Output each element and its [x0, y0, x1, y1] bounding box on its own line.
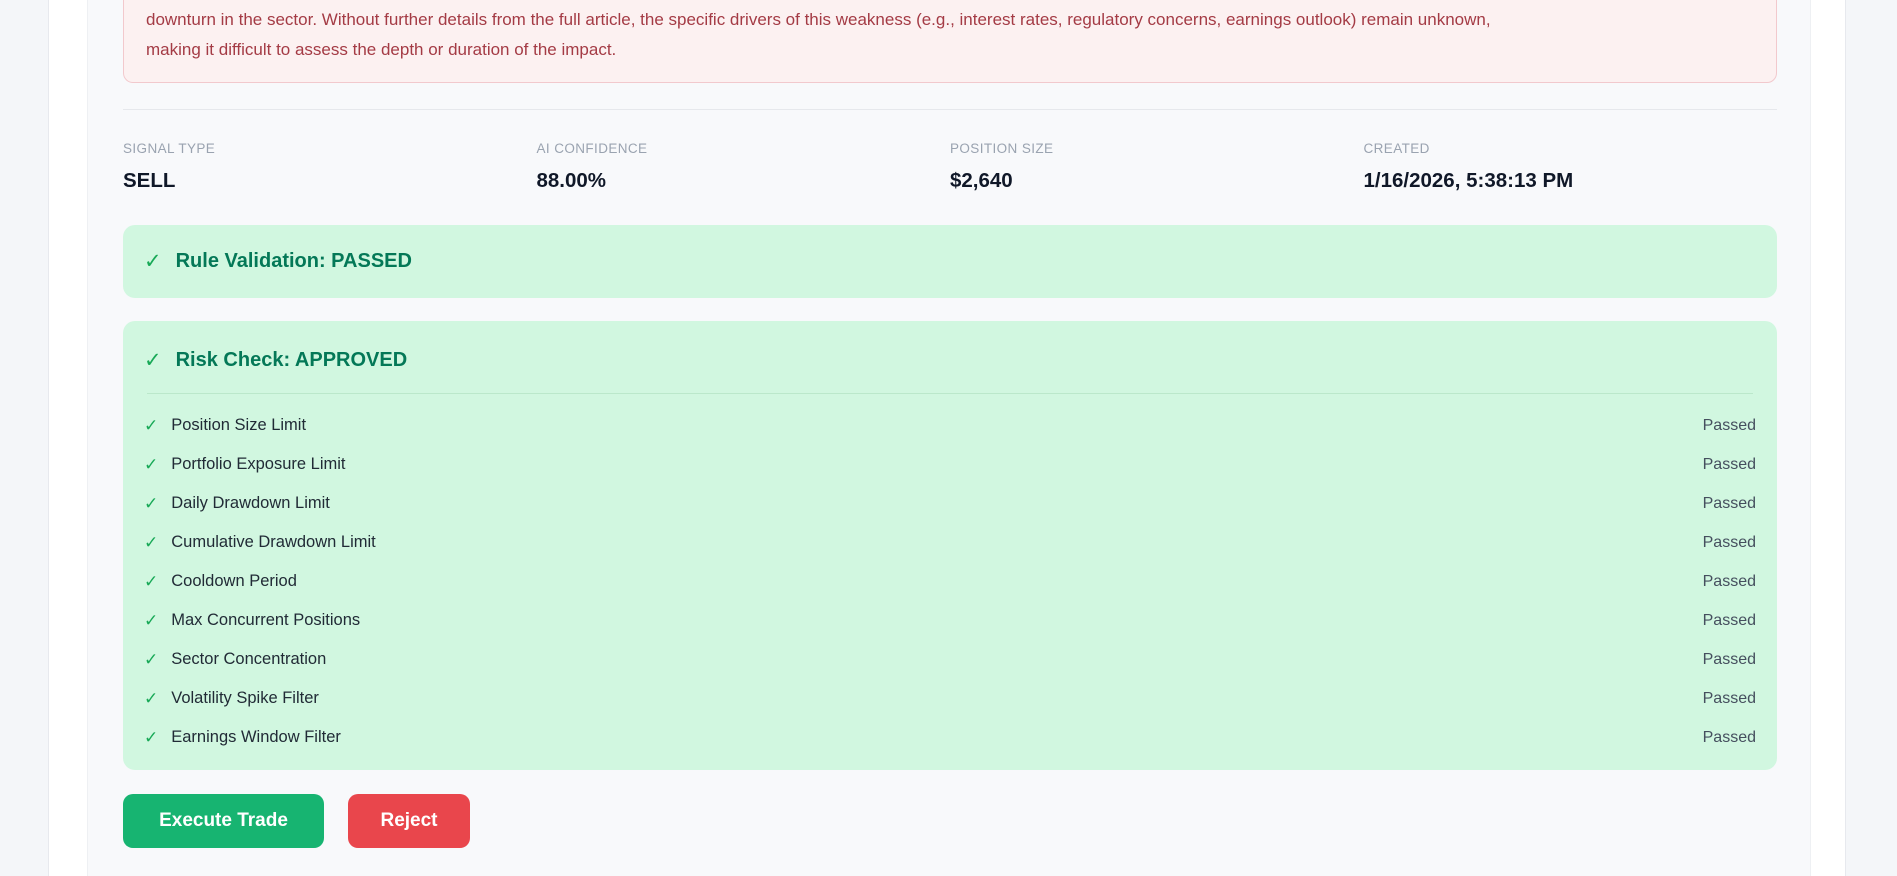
risk-item-name: Portfolio Exposure Limit	[171, 455, 346, 473]
risk-item-cooldown-period: ✓ Cooldown Period Passed	[144, 562, 1756, 601]
risk-item-daily-drawdown-limit: ✓ Daily Drawdown Limit Passed	[144, 484, 1756, 523]
meta-label: SIGNAL TYPE	[123, 141, 216, 156]
risk-item-name: Cumulative Drawdown Limit	[171, 533, 376, 551]
risk-item-name: Cooldown Period	[171, 572, 297, 590]
risk-item-status: Passed	[1702, 611, 1756, 629]
risk-item-max-concurrent-positions: ✓ Max Concurrent Positions Passed	[144, 601, 1756, 640]
check-icon: ✓	[144, 533, 159, 552]
meta-value: SELL	[123, 169, 176, 192]
rule-validation-label: Rule Validation: PASSED	[175, 250, 412, 272]
meta-label: AI CONFIDENCE	[536, 141, 648, 156]
check-icon: ✓	[144, 650, 159, 669]
meta-value: 88.00%	[536, 169, 607, 192]
risk-item-name: Sector Concentration	[171, 650, 327, 668]
check-icon: ✓	[144, 689, 159, 708]
risk-item-status: Passed	[1702, 572, 1756, 590]
risk-item-status: Passed	[1702, 689, 1756, 707]
check-icon: ✓	[144, 494, 159, 513]
risk-item-status: Passed	[1702, 650, 1756, 668]
meta-created: CREATED 1/16/2026, 5:38:13 PM	[1364, 141, 1778, 193]
risk-item-status: Passed	[1702, 455, 1756, 473]
signal-metadata: SIGNAL TYPE SELL AI CONFIDENCE 88.00% PO…	[123, 141, 1777, 193]
risk-item-sector-concentration: ✓ Sector Concentration Passed	[144, 640, 1756, 679]
meta-value: $2,640	[950, 169, 1013, 192]
rule-validation-banner: ✓ Rule Validation: PASSED	[123, 225, 1777, 298]
risk-item-name: Volatility Spike Filter	[171, 689, 319, 707]
analysis-note-line: making it difficult to assess the depth …	[146, 40, 617, 59]
check-icon: ✓	[144, 728, 159, 747]
risk-item-name: Max Concurrent Positions	[171, 611, 361, 629]
risk-item-status: Passed	[1702, 416, 1756, 434]
meta-label: CREATED	[1363, 141, 1430, 156]
risk-item-status: Passed	[1702, 728, 1756, 746]
risk-item-status: Passed	[1702, 494, 1756, 512]
risk-check-list: ✓ Position Size Limit Passed ✓ Portfolio…	[123, 394, 1777, 757]
check-icon: ✓	[144, 348, 162, 372]
risk-item-portfolio-exposure-limit: ✓ Portfolio Exposure Limit Passed	[144, 445, 1756, 484]
reject-button[interactable]: Reject	[348, 794, 470, 848]
risk-item-cumulative-drawdown-limit: ✓ Cumulative Drawdown Limit Passed	[144, 523, 1756, 562]
section-divider	[123, 109, 1777, 110]
risk-check-panel: ✓ Risk Check: APPROVED ✓ Position Size L…	[123, 321, 1777, 770]
meta-label: POSITION SIZE	[950, 141, 1054, 156]
check-icon: ✓	[144, 416, 159, 435]
signal-detail-panel: downturn in the sector. Without further …	[87, 0, 1811, 876]
risk-item-status: Passed	[1702, 533, 1756, 551]
risk-check-label: Risk Check: APPROVED	[175, 349, 408, 371]
analysis-note: downturn in the sector. Without further …	[123, 0, 1777, 83]
risk-item-name: Earnings Window Filter	[171, 728, 341, 746]
execute-trade-button[interactable]: Execute Trade	[123, 794, 324, 848]
risk-item-volatility-spike-filter: ✓ Volatility Spike Filter Passed	[144, 679, 1756, 718]
meta-position-size: POSITION SIZE $2,640	[950, 141, 1364, 193]
check-icon: ✓	[144, 250, 162, 273]
meta-value: 1/16/2026, 5:38:13 PM	[1363, 169, 1574, 192]
risk-panel-divider	[147, 393, 1753, 394]
risk-item-name: Position Size Limit	[171, 416, 307, 434]
meta-signal-type: SIGNAL TYPE SELL	[123, 141, 537, 193]
check-icon: ✓	[144, 611, 159, 630]
risk-check-header: ✓ Risk Check: APPROVED	[123, 321, 1777, 372]
action-buttons: Execute Trade Reject	[123, 794, 470, 848]
risk-item-name: Daily Drawdown Limit	[171, 494, 330, 512]
meta-ai-confidence: AI CONFIDENCE 88.00%	[537, 141, 951, 193]
analysis-note-line: downturn in the sector. Without further …	[146, 10, 1491, 29]
signal-card: downturn in the sector. Without further …	[48, 0, 1846, 876]
check-icon: ✓	[144, 572, 159, 591]
risk-item-position-size-limit: ✓ Position Size Limit Passed	[144, 406, 1756, 445]
risk-item-earnings-window-filter: ✓ Earnings Window Filter Passed	[144, 718, 1756, 757]
check-icon: ✓	[144, 455, 159, 474]
